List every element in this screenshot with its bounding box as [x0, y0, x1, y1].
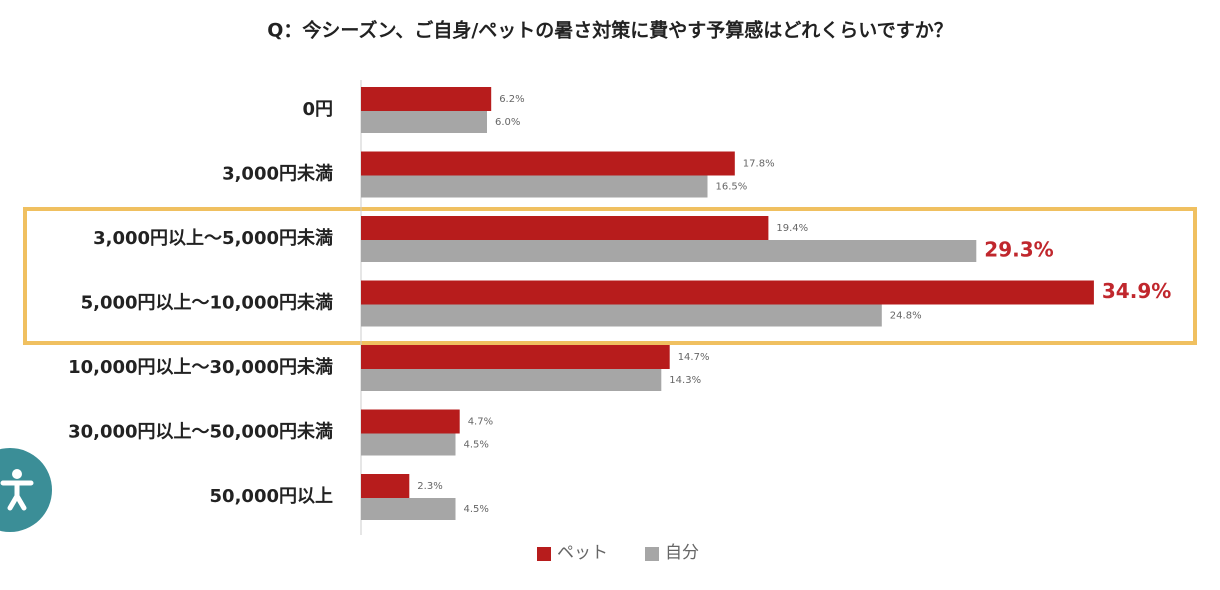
- value-label: 14.3%: [669, 375, 701, 386]
- bar: [361, 240, 977, 262]
- value-label: 4.5%: [464, 504, 489, 515]
- bar: [361, 111, 487, 133]
- bar: [361, 87, 492, 111]
- highlight-box: [23, 207, 1197, 345]
- value-label: 4.5%: [464, 440, 489, 451]
- bar: [361, 409, 460, 434]
- value-label: 29.3%: [984, 238, 1053, 262]
- bar: [361, 345, 670, 369]
- bar: [361, 280, 1094, 305]
- value-label: 17.8%: [743, 159, 775, 170]
- accessibility-icon-head: [12, 469, 22, 479]
- accessibility-icon-body: [0, 480, 34, 511]
- accessibility-button[interactable]: [0, 448, 52, 532]
- legend-swatch: [537, 547, 551, 561]
- value-label: 4.7%: [468, 417, 493, 428]
- bar: [361, 216, 769, 240]
- y-tick-label: 0円: [302, 99, 333, 120]
- legend-label: ペット: [557, 543, 608, 563]
- value-label: 24.8%: [890, 311, 922, 322]
- legend-label: 自分: [665, 543, 699, 563]
- value-label: 6.2%: [499, 94, 524, 105]
- y-tick-label: 30,000円以上～50,000円未満: [68, 421, 333, 443]
- value-label: 16.5%: [716, 182, 748, 193]
- bar: [361, 474, 410, 498]
- bar: [361, 433, 456, 456]
- legend-swatch: [645, 547, 659, 561]
- y-tick-label: 3,000円以上～5,000円未満: [93, 227, 333, 249]
- bar: [361, 498, 456, 520]
- value-label: 34.9%: [1102, 279, 1171, 303]
- y-tick-label: 10,000円以上～30,000円未満: [68, 356, 333, 378]
- y-tick-label: 50,000円以上: [210, 486, 333, 507]
- value-label: 2.3%: [417, 481, 442, 492]
- y-tick-label: 3,000円未満: [222, 163, 333, 185]
- value-label: 14.7%: [678, 352, 710, 363]
- bar: [361, 369, 662, 391]
- value-label: 19.4%: [776, 223, 808, 234]
- chart-title: Q：今シーズン、ご自身/ペットの暑さ対策に費やす予算感はどれくらいですか？: [267, 19, 952, 42]
- bar: [361, 151, 735, 176]
- accessibility-circle[interactable]: [0, 448, 52, 532]
- bar: [361, 304, 882, 327]
- y-tick-label: 5,000円以上～10,000円未満: [81, 292, 333, 314]
- bar: [361, 175, 708, 198]
- value-label: 6.0%: [495, 117, 520, 128]
